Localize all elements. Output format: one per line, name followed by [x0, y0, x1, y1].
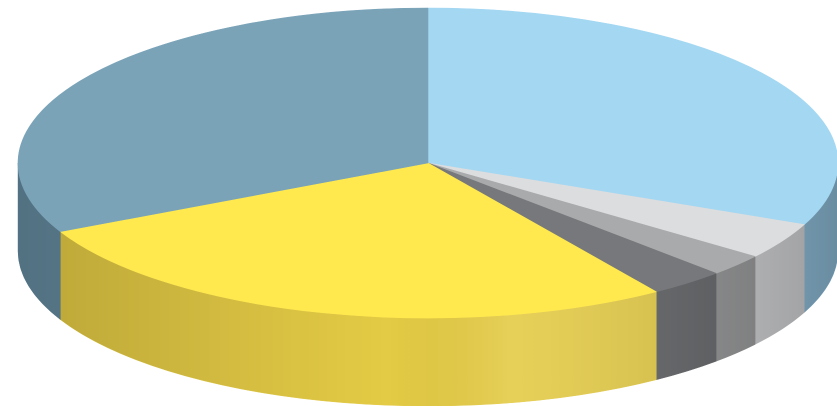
pie-slice-4: [60, 162, 657, 319]
pie-slice-0: [427, 7, 837, 225]
pie-side-shading: [18, 163, 837, 406]
pie-tops: [17, 7, 837, 319]
pie-sides: [17, 162, 837, 406]
pie-slice-5: [17, 7, 429, 232]
